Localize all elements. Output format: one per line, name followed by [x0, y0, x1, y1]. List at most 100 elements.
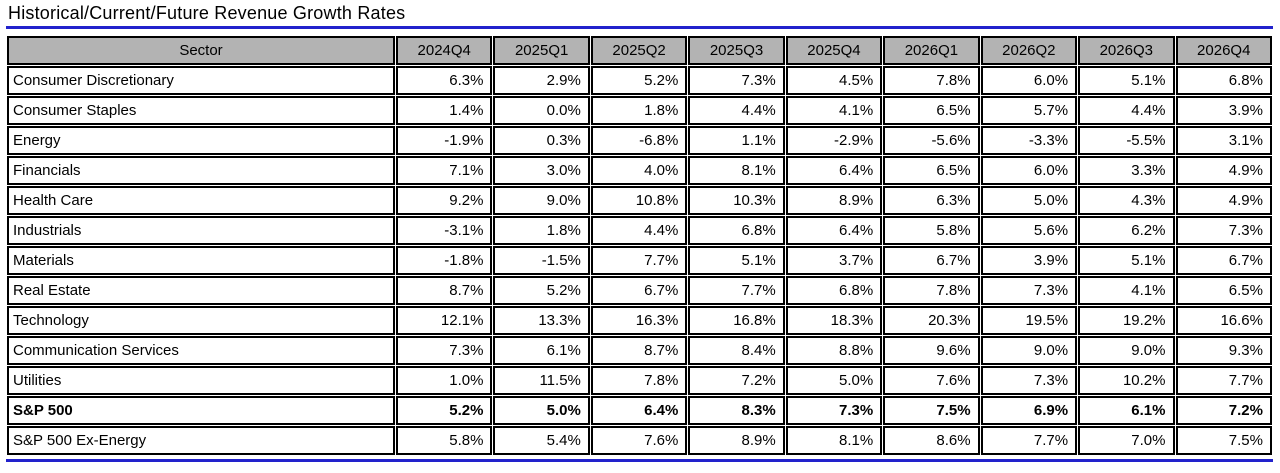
table-row: Utilities 1.0% 11.5% 7.8% 7.2% 5.0% 7.6% 7.3% 10…	[7, 366, 1272, 395]
growth-value-cell: 7.3%	[980, 276, 1078, 305]
growth-value-cell: 7.5%	[883, 396, 980, 425]
growth-value-cell: 6.8%	[1175, 66, 1272, 95]
growth-value-cell: 16.6%	[1175, 306, 1272, 335]
growth-value-cell: 5.0%	[785, 366, 883, 395]
growth-value-cell: 8.1%	[785, 426, 883, 455]
report-page: Historical/Current/Future Revenue Growth…	[6, 3, 1273, 462]
growth-value-cell: 6.7%	[590, 276, 688, 305]
table-row: Communication Services 7.3% 6.1% 8.7% 8.4% 8.…	[7, 336, 1272, 365]
table-header-row: Sector 2024Q4 2025Q1 2025Q2 2025Q3 2025Q4 2026…	[7, 36, 1272, 65]
growth-value-cell: 3.1%	[1175, 126, 1272, 155]
table-body: Consumer Discretionary 6.3% 2.9% 5.2% 7.3% 4.…	[7, 66, 1272, 455]
growth-value-cell: 16.3%	[590, 306, 688, 335]
sector-name-cell: S&P 500 Ex-Energy	[7, 426, 395, 455]
growth-value-cell: 8.8%	[785, 336, 883, 365]
sector-name-cell: Materials	[7, 246, 395, 275]
table-row: S&P 500 5.2% 5.0% 6.4% 8.3% 7.3% 7.5% 6.9% 6.1% 7…	[7, 396, 1272, 425]
growth-value-cell: 3.9%	[1175, 96, 1272, 125]
growth-value-cell: 7.8%	[883, 276, 980, 305]
growth-value-cell: 6.7%	[1175, 246, 1272, 275]
growth-value-cell: 16.8%	[688, 306, 785, 335]
growth-value-cell: 9.0%	[980, 336, 1078, 365]
growth-value-cell: 4.3%	[1078, 186, 1175, 215]
growth-value-cell: 10.2%	[1078, 366, 1175, 395]
growth-value-cell: 3.3%	[1078, 156, 1175, 185]
column-header-quarter: 2026Q2	[980, 36, 1078, 65]
growth-value-cell: 6.9%	[980, 396, 1078, 425]
growth-value-cell: 8.1%	[688, 156, 785, 185]
growth-value-cell: 0.3%	[493, 126, 590, 155]
growth-value-cell: 6.5%	[883, 156, 980, 185]
growth-value-cell: 4.5%	[785, 66, 883, 95]
table-row: Industrials -3.1% 1.8% 4.4% 6.8% 6.4% 5.8% 5.6%…	[7, 216, 1272, 245]
column-header-quarter: 2026Q3	[1078, 36, 1175, 65]
growth-value-cell: 7.5%	[1175, 426, 1272, 455]
growth-value-cell: 1.8%	[493, 216, 590, 245]
growth-value-cell: 5.8%	[396, 426, 493, 455]
growth-value-cell: 7.2%	[1175, 396, 1272, 425]
growth-value-cell: 11.5%	[493, 366, 590, 395]
growth-value-cell: 19.5%	[980, 306, 1078, 335]
growth-value-cell: -5.6%	[883, 126, 980, 155]
growth-value-cell: 7.3%	[785, 396, 883, 425]
growth-value-cell: 7.6%	[883, 366, 980, 395]
growth-value-cell: 7.8%	[883, 66, 980, 95]
growth-value-cell: -2.9%	[785, 126, 883, 155]
growth-value-cell: 19.2%	[1078, 306, 1175, 335]
growth-value-cell: 6.4%	[785, 156, 883, 185]
table-row: Technology 12.1% 13.3% 16.3% 16.8% 18.3% 20.3%…	[7, 306, 1272, 335]
growth-value-cell: -3.3%	[980, 126, 1078, 155]
sector-name-cell: S&P 500	[7, 396, 395, 425]
growth-value-cell: 6.8%	[785, 276, 883, 305]
column-header-quarter: 2025Q3	[688, 36, 785, 65]
column-header-quarter: 2026Q1	[883, 36, 980, 65]
table-row: Materials -1.8% -1.5% 7.7% 5.1% 3.7% 6.7% 3.9% 5…	[7, 246, 1272, 275]
growth-value-cell: 1.8%	[590, 96, 688, 125]
growth-value-cell: 6.3%	[883, 186, 980, 215]
table-row: Consumer Staples 1.4% 0.0% 1.8% 4.4% 4.1% 6.5%…	[7, 96, 1272, 125]
growth-value-cell: -1.5%	[493, 246, 590, 275]
sector-name-cell: Energy	[7, 126, 395, 155]
growth-value-cell: 12.1%	[396, 306, 493, 335]
page-title: Historical/Current/Future Revenue Growth…	[8, 3, 406, 23]
growth-value-cell: 4.4%	[1078, 96, 1175, 125]
growth-value-cell: 5.4%	[493, 426, 590, 455]
growth-value-cell: 2.9%	[493, 66, 590, 95]
growth-value-cell: 0.0%	[493, 96, 590, 125]
growth-value-cell: -1.8%	[396, 246, 493, 275]
growth-value-cell: 7.2%	[688, 366, 785, 395]
growth-value-cell: 7.1%	[396, 156, 493, 185]
growth-value-cell: 8.4%	[688, 336, 785, 365]
growth-value-cell: 4.9%	[1175, 156, 1272, 185]
sector-name-cell: Consumer Staples	[7, 96, 395, 125]
growth-value-cell: 6.1%	[493, 336, 590, 365]
growth-value-cell: 8.6%	[883, 426, 980, 455]
growth-value-cell: 5.2%	[590, 66, 688, 95]
growth-value-cell: 10.8%	[590, 186, 688, 215]
growth-value-cell: 5.0%	[493, 396, 590, 425]
revenue-growth-table: Sector 2024Q4 2025Q1 2025Q2 2025Q3 2025Q4 2026…	[6, 35, 1273, 456]
growth-value-cell: 6.5%	[1175, 276, 1272, 305]
growth-value-cell: 4.9%	[1175, 186, 1272, 215]
growth-value-cell: 4.1%	[785, 96, 883, 125]
table-row: Financials 7.1% 3.0% 4.0% 8.1% 6.4% 6.5% 6.0% 3.…	[7, 156, 1272, 185]
growth-value-cell: 4.4%	[688, 96, 785, 125]
growth-value-cell: 5.6%	[980, 216, 1078, 245]
growth-value-cell: 7.3%	[688, 66, 785, 95]
growth-value-cell: 8.7%	[590, 336, 688, 365]
sector-name-cell: Health Care	[7, 186, 395, 215]
column-header-quarter: 2025Q2	[590, 36, 688, 65]
growth-value-cell: 6.4%	[785, 216, 883, 245]
growth-value-cell: 7.0%	[1078, 426, 1175, 455]
growth-value-cell: 7.7%	[590, 246, 688, 275]
column-header-quarter: 2025Q4	[785, 36, 883, 65]
sector-name-cell: Financials	[7, 156, 395, 185]
growth-value-cell: 9.0%	[493, 186, 590, 215]
growth-value-cell: 8.9%	[688, 426, 785, 455]
growth-value-cell: 3.0%	[493, 156, 590, 185]
growth-value-cell: 5.7%	[980, 96, 1078, 125]
column-header-sector: Sector	[7, 36, 395, 65]
growth-value-cell: 1.0%	[396, 366, 493, 395]
sector-name-cell: Real Estate	[7, 276, 395, 305]
growth-value-cell: 13.3%	[493, 306, 590, 335]
